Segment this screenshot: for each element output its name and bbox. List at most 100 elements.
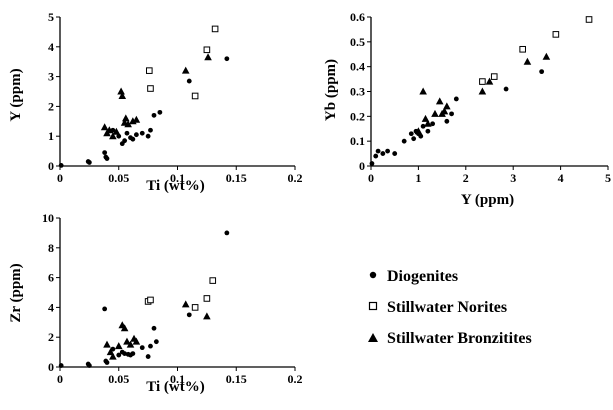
data-point-square — [211, 25, 219, 33]
y-tick-label: 0 — [359, 159, 365, 173]
data-point-square — [147, 85, 154, 92]
legend: Diogenites Stillwater Norites Stillwater… — [368, 268, 532, 347]
data-point-triangle — [109, 352, 117, 360]
x-tick-label: 0.15 — [226, 372, 247, 386]
scatter-panel-3: 0 0.05 0.1 0.15 0.2 0 2 4 6 8 10 Ti (wt%) Zr (ppm) — [8, 211, 303, 395]
x-tick-label: 0.15 — [226, 171, 247, 185]
y-tick-label: 2 — [48, 330, 54, 344]
data-point-circle — [153, 339, 159, 345]
data-point-square — [479, 78, 486, 85]
data-point-circle — [385, 148, 390, 154]
data-point-circle — [58, 363, 64, 368]
y-tick-label: 4 — [48, 40, 54, 54]
data-point-square — [203, 295, 211, 302]
data-point-triangle — [126, 340, 135, 348]
data-point-circle — [186, 312, 192, 318]
series-stillwater-norites — [479, 16, 593, 85]
y-tick-label: 0.5 — [350, 35, 365, 49]
data-point-circle — [130, 136, 136, 142]
x-tick-label: 0.2 — [288, 372, 303, 386]
legend-entry-stillwater-bronzitites: Stillwater Bronzitites — [368, 330, 532, 347]
data-point-circle — [86, 363, 92, 368]
data-point-circle — [130, 351, 136, 356]
y-tick-label: 4 — [48, 300, 54, 314]
y-tick-label: 6 — [48, 271, 54, 285]
data-point-circle — [148, 127, 153, 133]
data-point-triangle — [440, 107, 449, 115]
data-point-circle — [449, 111, 454, 117]
y-tick-label: 0 — [48, 159, 54, 173]
data-point-triangle — [435, 97, 444, 105]
scatter-panel-2: 0 1 2 3 4 5 0 0.1 0.2 0.3 0.4 0.5 0.6 Y (ppm) Yb (ppm) — [323, 10, 611, 208]
data-point-triangle — [443, 102, 451, 110]
data-point-square — [552, 31, 560, 38]
data-point-triangle — [120, 324, 129, 332]
data-point-circle — [425, 128, 431, 134]
data-point-triangle — [424, 119, 432, 127]
data-point-circle — [408, 131, 414, 137]
data-point-circle — [157, 109, 163, 115]
series-diogenites — [58, 56, 230, 168]
data-point-square — [147, 296, 154, 304]
series-diogenites — [369, 69, 545, 166]
data-point-triangle — [421, 114, 430, 122]
data-point-square — [519, 45, 526, 53]
series-stillwater-bronzitites — [100, 53, 212, 140]
data-point-triangle — [103, 340, 111, 348]
legend-label: Stillwater Norites — [387, 299, 507, 316]
data-point-square — [203, 46, 211, 54]
data-point-triangle — [419, 87, 427, 95]
y-tick-label: 10 — [42, 211, 54, 225]
data-point-circle — [122, 138, 128, 144]
scatter-panel-1: 0 0.05 0.1 0.15 0.2 0 1 2 3 4 5 Ti (wt%) Y (ppm) — [8, 10, 303, 194]
data-point-triangle — [132, 115, 141, 123]
x-axis-label: Y (ppm) — [461, 192, 514, 208]
data-point-circle — [86, 160, 92, 165]
data-point-circle — [145, 133, 151, 139]
data-point-circle — [151, 325, 157, 331]
legend-marker-circle — [369, 271, 377, 279]
data-point-circle — [133, 132, 139, 138]
series-stillwater-norites — [144, 277, 217, 311]
y-tick-label: 2 — [48, 99, 54, 113]
data-point-circle — [102, 150, 108, 155]
data-point-circle — [373, 153, 379, 159]
x-tick-label: 4 — [558, 171, 564, 185]
data-point-circle — [116, 133, 122, 139]
data-point-circle — [430, 121, 436, 127]
y-tick-label: 5 — [48, 10, 54, 24]
data-point-circle — [116, 352, 122, 358]
x-tick-label: 3 — [510, 171, 516, 185]
data-point-circle — [420, 123, 426, 129]
data-point-square — [191, 304, 199, 311]
data-point-circle — [453, 96, 459, 102]
data-point-triangle — [100, 123, 109, 131]
series-stillwater-bronzitites — [103, 300, 211, 360]
data-point-circle — [186, 78, 192, 84]
data-point-triangle — [478, 87, 487, 95]
series-stillwater-norites — [146, 25, 219, 100]
data-point-triangle — [542, 52, 551, 60]
x-tick-label: 0 — [368, 171, 374, 185]
data-point-triangle — [114, 342, 123, 350]
y-tick-label: 8 — [48, 241, 54, 255]
x-tick-label: 0 — [57, 372, 63, 386]
x-tick-label: 1 — [415, 171, 421, 185]
y-axis-label: Zr (ppm) — [8, 263, 24, 322]
y-tick-label: 0.6 — [350, 10, 365, 24]
data-point-triangle — [123, 337, 131, 345]
data-point-circle — [104, 360, 110, 365]
data-point-triangle — [431, 109, 439, 117]
legend-marker-square — [368, 301, 378, 311]
data-point-circle — [124, 130, 130, 136]
data-point-circle — [148, 343, 153, 349]
y-tick-label: 3 — [48, 70, 54, 84]
data-point-triangle — [181, 66, 190, 74]
data-point-circle — [380, 151, 386, 156]
data-point-square — [490, 73, 498, 80]
data-point-triangle — [112, 127, 121, 135]
x-tick-label: 0.2 — [288, 171, 303, 185]
data-point-triangle — [124, 120, 132, 128]
